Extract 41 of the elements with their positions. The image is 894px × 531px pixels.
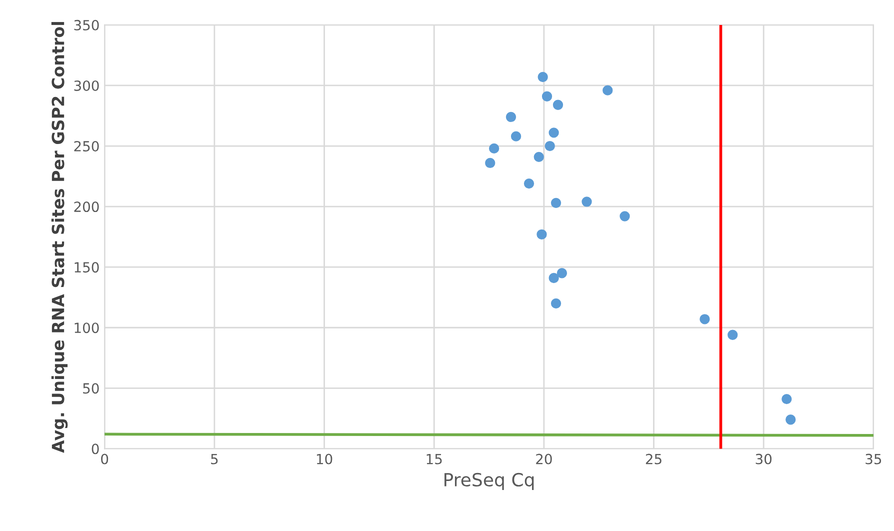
y-tick-label: 50 <box>83 383 99 394</box>
x-tick-label: 30 <box>756 454 772 464</box>
point <box>548 272 559 284</box>
point <box>536 229 547 240</box>
point <box>538 72 548 82</box>
point <box>786 414 796 425</box>
point <box>556 268 568 278</box>
point <box>552 100 564 110</box>
y-tick-label: 0 <box>92 444 99 454</box>
y-tick-label: 350 <box>74 20 99 30</box>
point <box>582 196 592 207</box>
point <box>728 330 738 340</box>
y-tick-label: 150 <box>74 262 99 273</box>
y-tick-label: 200 <box>74 202 99 212</box>
y-axis-title: Avg. Unique RNA Start Sites Per GSP2 Control <box>51 22 68 453</box>
x-tick-label: 10 <box>316 454 332 464</box>
point <box>488 143 500 154</box>
x-tick-label: 35 <box>866 454 882 464</box>
x-tick-label: 20 <box>536 454 552 464</box>
point <box>542 91 552 102</box>
point <box>782 394 792 404</box>
y-tick-label: 250 <box>74 140 99 152</box>
x-axis-title: PreSeq Cq <box>444 472 534 490</box>
point <box>620 211 630 222</box>
point <box>534 152 544 162</box>
point <box>548 128 559 138</box>
point <box>485 158 496 168</box>
x-tick-label: 5 <box>211 454 218 464</box>
y-tick-label: 100 <box>74 322 99 334</box>
x-tick-label: 0 <box>101 454 108 464</box>
point <box>524 178 534 189</box>
point <box>550 298 562 308</box>
point <box>550 198 562 208</box>
point <box>602 85 613 96</box>
y-tick-label: 300 <box>74 80 99 91</box>
point <box>510 131 522 142</box>
point <box>700 314 710 324</box>
x-tick-label: 25 <box>646 454 662 464</box>
point <box>544 140 555 152</box>
x-tick-label: 15 <box>426 454 442 464</box>
point <box>506 112 516 122</box>
